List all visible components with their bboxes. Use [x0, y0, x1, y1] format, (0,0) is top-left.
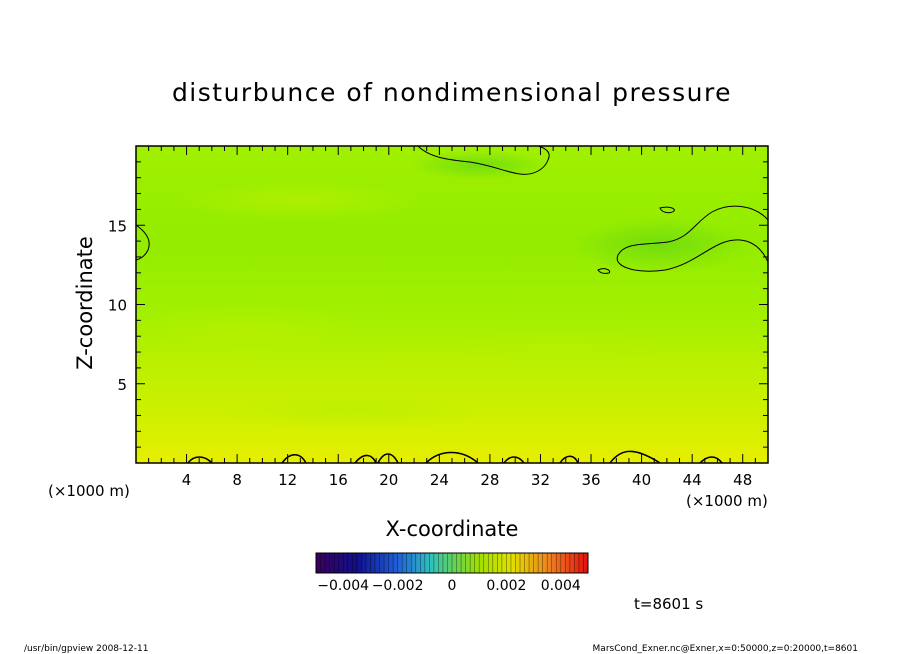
x-tick-label: 24 — [430, 471, 449, 489]
contour-line — [136, 224, 150, 261]
contour-line — [417, 146, 550, 175]
x-tick-label: 32 — [531, 471, 550, 489]
x-tick-label: 36 — [581, 471, 600, 489]
colorbar-frame — [315, 552, 589, 574]
y-tick-label: 10 — [108, 297, 127, 315]
x-tick-label: 40 — [632, 471, 651, 489]
x-tick-label: 12 — [278, 471, 297, 489]
field-blob — [570, 217, 750, 273]
y-tick-label: 15 — [108, 217, 127, 235]
contour-line — [597, 268, 611, 274]
colorbar-tick-label: 0 — [448, 578, 457, 594]
contour-line-bottom — [187, 450, 723, 463]
colorbar-divisions — [320, 553, 584, 573]
y-tick-label: 5 — [117, 376, 127, 394]
colorbar-tick-label: 0.004 — [541, 578, 581, 594]
footer-left: /usr/bin/gpview 2008-12-11 — [24, 644, 148, 654]
field-blob — [410, 150, 550, 180]
x-axis-label: X-coordinate — [386, 517, 519, 541]
x-axis: 4 8 12 16 20 24 28 32 36 40 44 48 — [148, 146, 756, 489]
x-tick-label: 8 — [232, 471, 242, 489]
contour-line — [616, 205, 768, 272]
footer-right: MarsCond_Exner.nc@Exner,x=0:50000,z=0:20… — [593, 644, 858, 654]
colorbar-tick-label: 0.002 — [486, 578, 526, 594]
y-axis: 5 10 15 — [108, 161, 768, 448]
time-label: t=8601 s — [634, 595, 703, 613]
x-tick-label: 16 — [329, 471, 348, 489]
x-unit-right: (×1000 m) — [686, 492, 768, 510]
x-tick-label: 44 — [683, 471, 702, 489]
colorbar: −0.004 −0.002 0 0.002 0.004 — [315, 552, 589, 594]
field-blob — [210, 392, 490, 428]
x-tick-label: 48 — [733, 471, 752, 489]
contour-line — [659, 206, 675, 214]
plot-area — [136, 146, 768, 463]
y-axis-label: Z-coordinate — [73, 236, 97, 370]
x-tick-label: 20 — [379, 471, 398, 489]
colorbar-tick-label: −0.004 — [317, 578, 369, 594]
colorbar-ticks: −0.004 −0.002 0 0.002 0.004 — [317, 578, 581, 594]
x-tick-label: 4 — [182, 471, 192, 489]
field-blob — [136, 305, 370, 355]
chart-title: disturbunce of nondimensional pressure — [172, 78, 732, 107]
field-blob — [450, 330, 670, 370]
x-tick-label: 28 — [480, 471, 499, 489]
field-blob — [180, 180, 420, 220]
colorbar-tick-label: −0.002 — [372, 578, 424, 594]
x-unit-left: (×1000 m) — [48, 482, 130, 500]
